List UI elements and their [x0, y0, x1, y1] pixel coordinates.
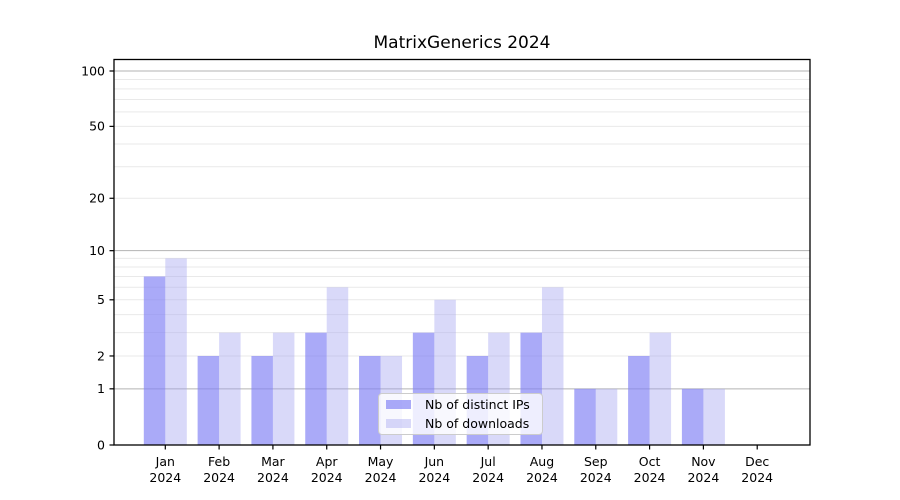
x-tick-label-year: 2024 — [580, 470, 612, 485]
bar-distinct-ips — [143, 276, 166, 445]
x-tick-label-month: Apr — [316, 454, 338, 469]
x-tick-label-year: 2024 — [741, 470, 773, 485]
x-tick-label-year: 2024 — [203, 470, 235, 485]
y-tick-label: 10 — [89, 243, 105, 258]
legend-swatch-downloads — [386, 419, 411, 428]
x-tick-label-year: 2024 — [687, 470, 719, 485]
bar-downloads — [326, 287, 349, 445]
x-tick-label-year: 2024 — [472, 470, 504, 485]
x-tick-label-month: Mar — [261, 454, 285, 469]
bar-distinct-ips — [681, 388, 704, 445]
y-tick-label: 1 — [97, 381, 105, 396]
bar-downloads — [541, 287, 564, 445]
legend-label: Nb of distinct IPs — [425, 397, 530, 412]
legend-item-downloads: Nb of downloads — [386, 416, 542, 432]
x-tick-label-month: Feb — [208, 454, 230, 469]
bar-downloads — [165, 258, 187, 445]
x-tick-label-month: May — [368, 454, 394, 469]
x-tick-label-month: Dec — [745, 454, 769, 469]
bar-downloads — [219, 332, 241, 445]
x-tick-label-month: Oct — [639, 454, 661, 469]
bar-distinct-ips — [197, 355, 220, 445]
y-tick-label: 2 — [97, 348, 105, 363]
x-tick-label-month: Jan — [155, 454, 175, 469]
x-tick-label-year: 2024 — [149, 470, 181, 485]
legend-swatch-distinct-ips — [386, 400, 411, 409]
y-tick-label: 100 — [81, 63, 105, 78]
x-tick-label-year: 2024 — [634, 470, 666, 485]
y-tick-label: 5 — [97, 292, 105, 307]
x-tick-label-year: 2024 — [257, 470, 289, 485]
chart-title: MatrixGenerics 2024 — [373, 33, 551, 53]
bar-distinct-ips — [305, 332, 327, 445]
minor-gridlines — [114, 78, 810, 357]
y-tick-label: 50 — [89, 119, 105, 134]
y-tick-label: 20 — [89, 191, 105, 206]
x-tick-label-year: 2024 — [365, 470, 397, 485]
x-axis: Jan2024Feb2024Mar2024Apr2024May2024Jun20… — [149, 445, 773, 485]
x-tick-label-year: 2024 — [526, 470, 558, 485]
bar-downloads — [649, 332, 672, 445]
bar-distinct-ips — [628, 355, 650, 445]
legend: Nb of distinct IPs Nb of downloads — [378, 393, 543, 435]
y-axis: 0 1 2 5 10 20 50 100 — [81, 63, 114, 452]
major-gridlines — [114, 70, 810, 390]
axes-box — [113, 58, 811, 446]
bar-distinct-ips — [251, 355, 273, 445]
legend-label: Nb of downloads — [425, 416, 530, 431]
bar-downloads — [595, 388, 618, 445]
legend-item-distinct-ips: Nb of distinct IPs — [386, 397, 542, 413]
x-tick-label-year: 2024 — [311, 470, 343, 485]
bar-downloads — [272, 332, 295, 445]
x-tick-label-month: Sep — [584, 454, 608, 469]
x-tick-label-month: Jun — [424, 454, 445, 469]
x-tick-label-month: Aug — [530, 454, 554, 469]
bar-distinct-ips — [574, 388, 596, 445]
bar-distinct-ips — [359, 355, 381, 445]
x-tick-label-year: 2024 — [418, 470, 450, 485]
x-tick-label-month: Jul — [480, 454, 496, 469]
bar-downloads — [703, 388, 725, 445]
y-tick-label: 0 — [97, 437, 105, 452]
x-tick-label-month: Nov — [691, 454, 716, 469]
